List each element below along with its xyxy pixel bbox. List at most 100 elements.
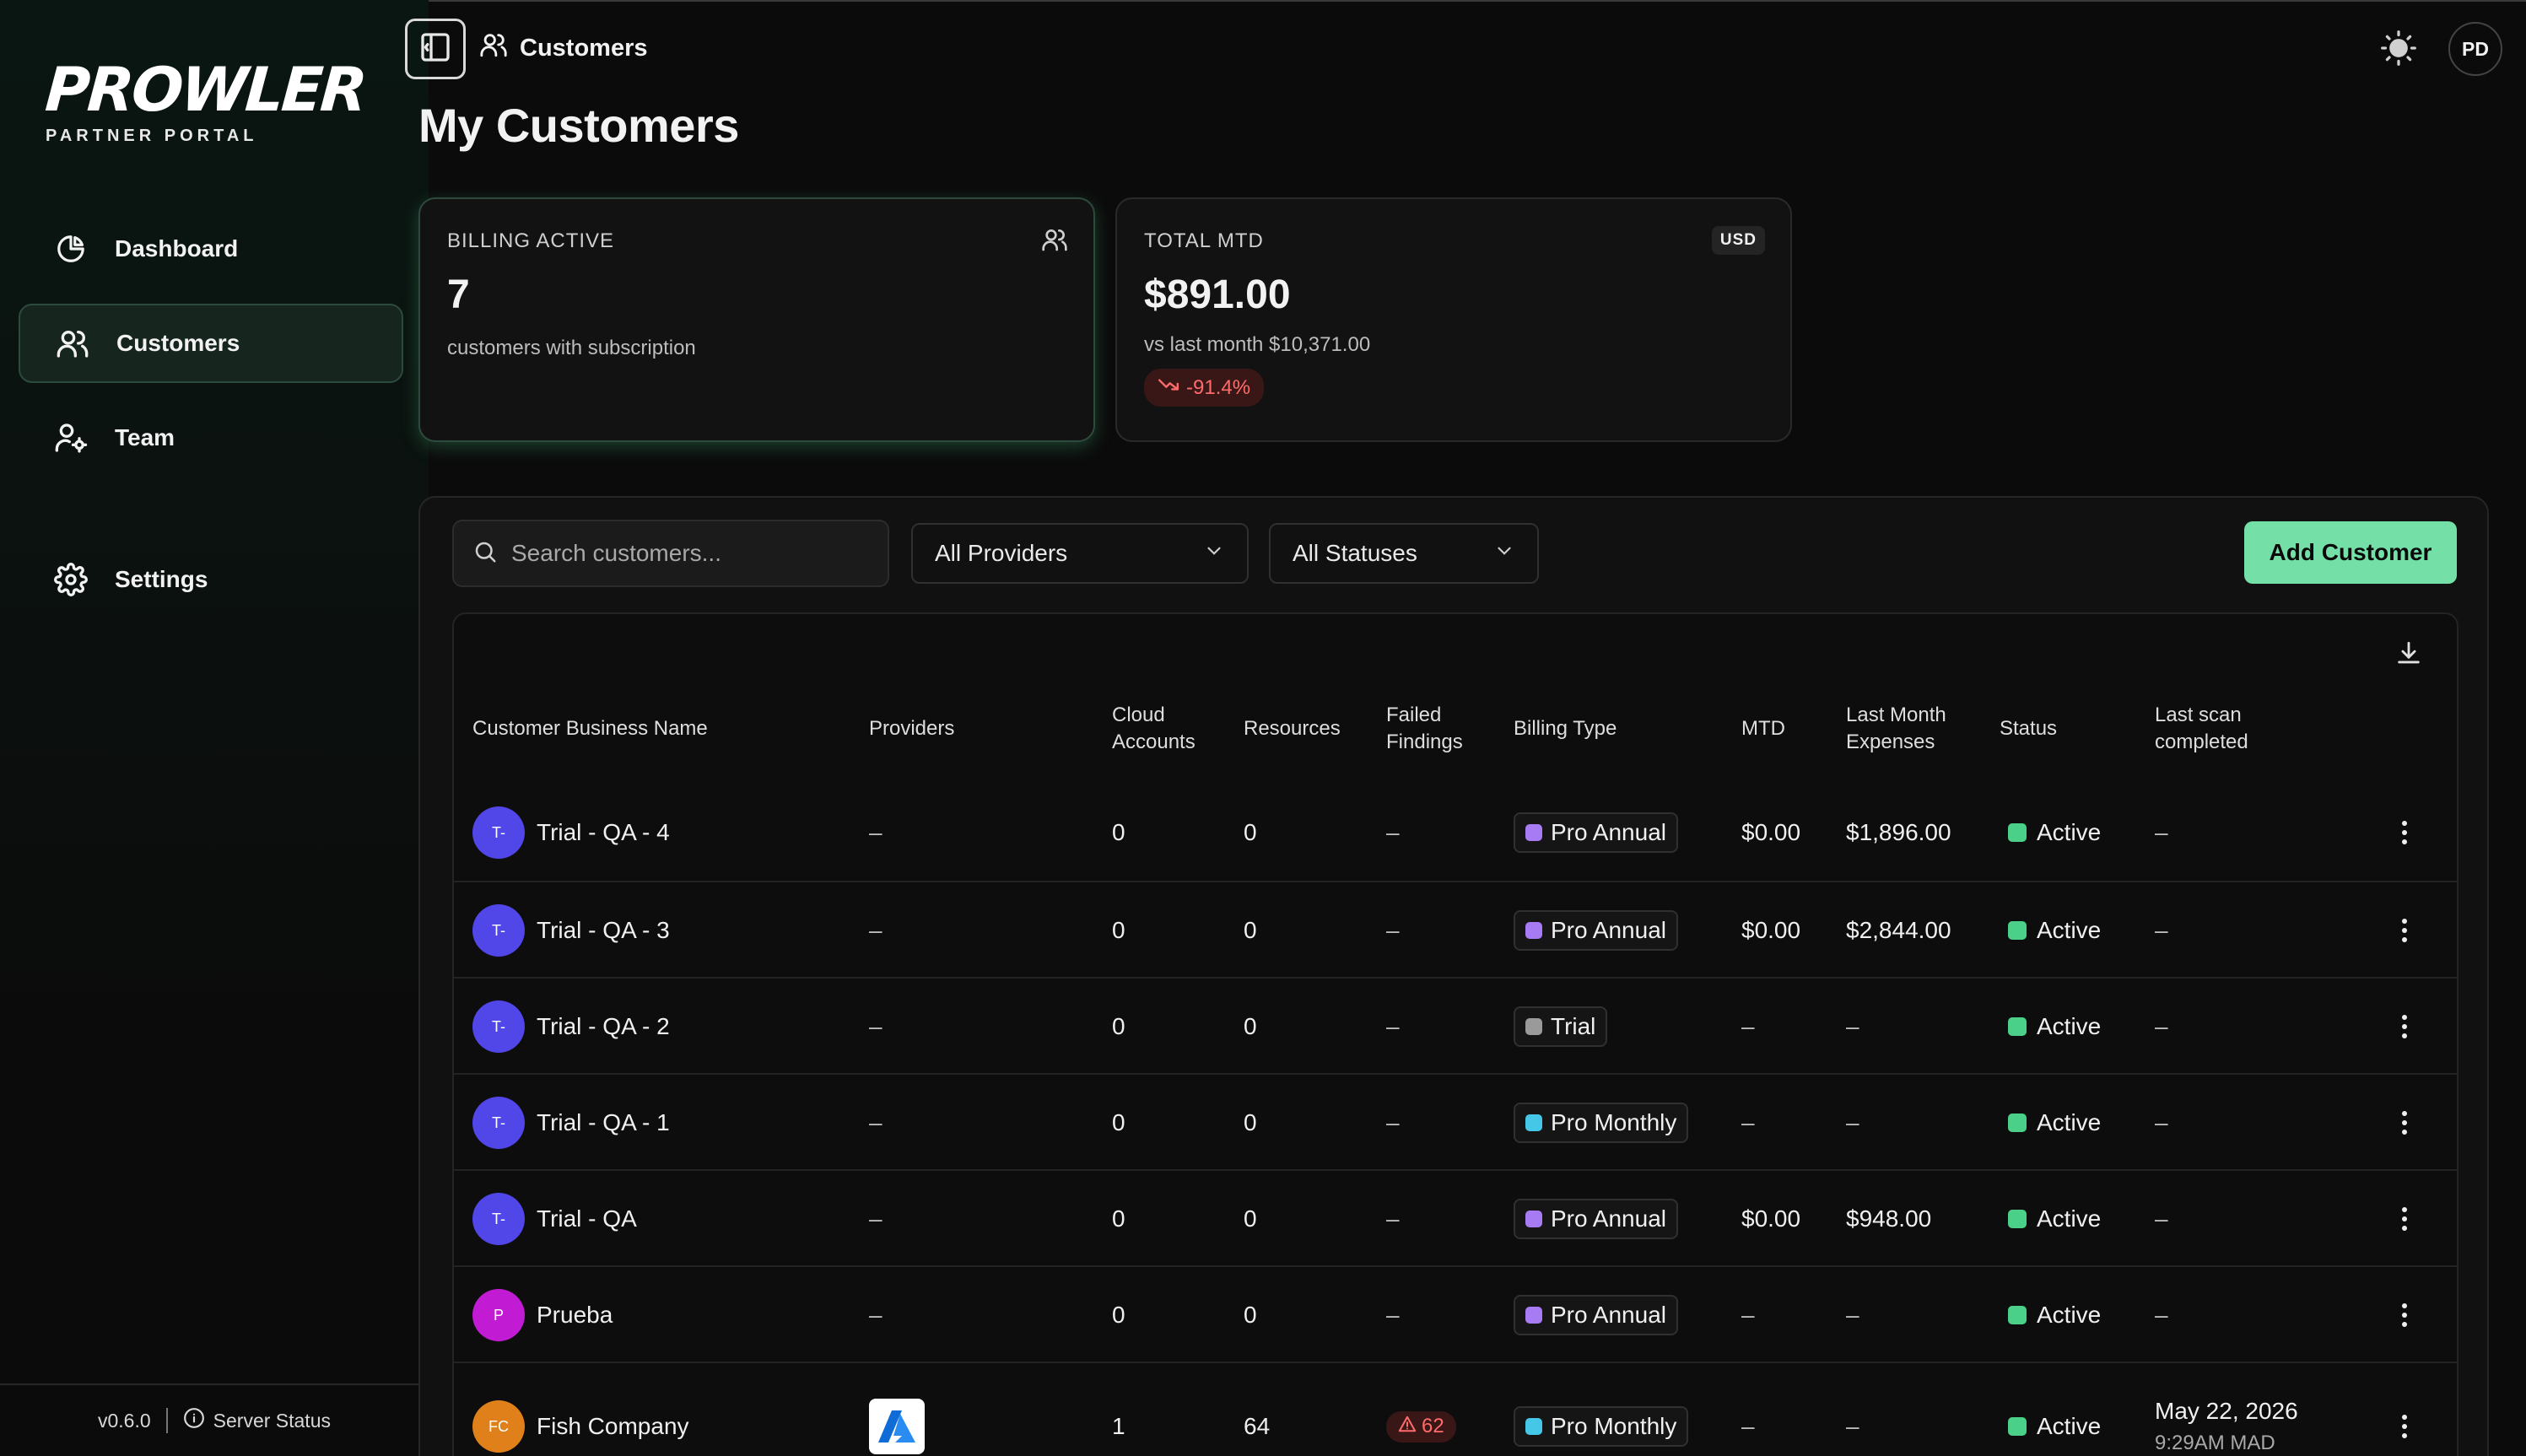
billing-color-swatch bbox=[1525, 1018, 1542, 1035]
header-resources[interactable]: Resources bbox=[1244, 717, 1341, 740]
last-scan-cell: – bbox=[2155, 1013, 2168, 1039]
add-customer-button[interactable]: Add Customer bbox=[2244, 521, 2457, 584]
cloud-accounts-cell: 0 bbox=[1112, 1013, 1125, 1039]
header-billing-type[interactable]: Billing Type bbox=[1514, 717, 1617, 740]
sidebar-item-team[interactable]: Team bbox=[19, 398, 403, 477]
card-value: 7 bbox=[447, 272, 470, 317]
customer-name[interactable]: Prueba bbox=[537, 1302, 613, 1328]
user-avatar[interactable]: PD bbox=[2448, 22, 2502, 76]
cloud-accounts-cell: 0 bbox=[1112, 917, 1125, 943]
last-month-cell: – bbox=[1846, 1013, 1859, 1039]
more-vertical-icon[interactable] bbox=[2388, 1410, 2421, 1443]
failed-findings-cell: – bbox=[1386, 1013, 1400, 1039]
theme-toggle-button[interactable] bbox=[2378, 29, 2420, 71]
table-row[interactable]: P Prueba – 0 0 – Pro Annual – – Active – bbox=[454, 1265, 2457, 1363]
mtd-cell: – bbox=[1741, 1013, 1755, 1039]
customer-name-cell: T- Trial - QA - 2 bbox=[472, 979, 670, 1075]
sidebar-item-label: Customers bbox=[116, 330, 240, 356]
azure-logo-icon[interactable] bbox=[869, 1399, 925, 1454]
status-indicator bbox=[2008, 1210, 2027, 1228]
providers-filter-value: All Providers bbox=[935, 540, 1068, 566]
sidebar-item-label: Dashboard bbox=[115, 235, 239, 262]
card-label: TOTAL MTD bbox=[1144, 229, 1264, 252]
currency-badge: USD bbox=[1711, 226, 1765, 255]
findings-badge[interactable]: 62 bbox=[1386, 1410, 1456, 1443]
providers-cell: – bbox=[869, 1302, 882, 1328]
row-actions[interactable] bbox=[2388, 1267, 2421, 1363]
header-last-scan[interactable]: Last scan completed bbox=[2155, 702, 2248, 756]
resources-cell: 0 bbox=[1244, 1205, 1257, 1232]
row-actions[interactable] bbox=[2388, 1171, 2421, 1267]
header-status[interactable]: Status bbox=[2000, 717, 2058, 740]
billing-color-swatch bbox=[1525, 1418, 1542, 1435]
sidebar-toggle-button[interactable] bbox=[405, 19, 466, 79]
card-subtitle: customers with subscription bbox=[447, 337, 696, 359]
resources-cell: 64 bbox=[1244, 1413, 1271, 1439]
breadcrumb-current[interactable]: Customers bbox=[520, 34, 648, 62]
status-label: Active bbox=[2037, 1413, 2102, 1439]
table-row[interactable]: T- Trial - QA - 3 – 0 0 – Pro Annual $0.… bbox=[454, 881, 2457, 979]
statuses-filter[interactable]: All Statuses bbox=[1269, 523, 1539, 584]
brand-logo[interactable]: PROWLER PARTNER PORTAL bbox=[43, 54, 368, 146]
billing-badge: Trial bbox=[1514, 1006, 1608, 1047]
more-vertical-icon[interactable] bbox=[2388, 1010, 2421, 1043]
pie-chart-icon bbox=[52, 230, 89, 267]
row-actions[interactable] bbox=[2388, 1363, 2421, 1456]
failed-findings-cell: – bbox=[1386, 1302, 1400, 1328]
customer-name-cell: FC Fish Company bbox=[472, 1363, 689, 1456]
search-box[interactable] bbox=[452, 520, 889, 587]
row-actions[interactable] bbox=[2388, 1075, 2421, 1171]
header-customer-name[interactable]: Customer Business Name bbox=[472, 717, 708, 740]
status-cell: Active bbox=[2008, 882, 2101, 979]
table-row[interactable]: T- Trial - QA - 2 – 0 0 – Trial – – Acti… bbox=[454, 977, 2457, 1075]
row-actions[interactable] bbox=[2388, 979, 2421, 1075]
cloud-accounts-cell: 0 bbox=[1112, 1302, 1125, 1328]
sidebar-item-customers[interactable]: Customers bbox=[19, 304, 403, 383]
header-last-month-expenses[interactable]: Last Month Expenses bbox=[1846, 702, 1946, 756]
header-line: Expenses bbox=[1846, 731, 1935, 753]
providers-cell: – bbox=[869, 1205, 882, 1232]
download-icon[interactable] bbox=[2394, 639, 2423, 672]
more-vertical-icon[interactable] bbox=[2388, 914, 2421, 947]
table-row[interactable]: T- Trial - QA - 4 – 0 0 – Pro Annual $0.… bbox=[454, 785, 2457, 881]
more-vertical-icon[interactable] bbox=[2388, 816, 2421, 849]
sidebar-item-dashboard[interactable]: Dashboard bbox=[19, 209, 403, 289]
status-cell: Active bbox=[2008, 1363, 2101, 1456]
brand-name: PROWLER bbox=[43, 54, 368, 125]
billing-color-swatch bbox=[1525, 1114, 1542, 1131]
table-row[interactable]: T- Trial - QA – 0 0 – Pro Annual $0.00 $… bbox=[454, 1169, 2457, 1267]
more-vertical-icon[interactable] bbox=[2388, 1106, 2421, 1140]
customer-avatar: T- bbox=[472, 1097, 525, 1149]
row-actions[interactable] bbox=[2388, 882, 2421, 979]
header-cloud-accounts[interactable]: Cloud Accounts bbox=[1112, 702, 1196, 756]
customer-name[interactable]: Fish Company bbox=[537, 1413, 689, 1439]
header-providers[interactable]: Providers bbox=[869, 717, 955, 740]
billing-label: Pro Annual bbox=[1551, 917, 1666, 943]
customer-name[interactable]: Trial - QA - 1 bbox=[537, 1109, 670, 1135]
header-failed-findings[interactable]: Failed Findings bbox=[1386, 702, 1463, 756]
customer-name[interactable]: Trial - QA - 2 bbox=[537, 1013, 670, 1039]
more-vertical-icon[interactable] bbox=[2388, 1202, 2421, 1236]
customer-name[interactable]: Trial - QA - 3 bbox=[537, 917, 670, 943]
status-label: Active bbox=[2037, 1013, 2102, 1039]
sidebar-item-settings[interactable]: Settings bbox=[19, 540, 403, 619]
server-status-link[interactable]: Server Status bbox=[183, 1407, 331, 1434]
card-value: $891.00 bbox=[1144, 272, 1291, 317]
customer-name-cell: T- Trial - QA - 4 bbox=[472, 785, 670, 881]
mtd-cell: $0.00 bbox=[1741, 917, 1801, 943]
search-input[interactable] bbox=[511, 540, 866, 567]
more-vertical-icon[interactable] bbox=[2388, 1298, 2421, 1332]
customer-name[interactable]: Trial - QA bbox=[537, 1205, 637, 1232]
providers-filter[interactable]: All Providers bbox=[911, 523, 1249, 584]
resources-cell: 0 bbox=[1244, 819, 1257, 845]
failed-findings-cell: – bbox=[1386, 1205, 1400, 1232]
server-status-label: Server Status bbox=[213, 1409, 331, 1432]
header-mtd[interactable]: MTD bbox=[1741, 717, 1785, 740]
table-row[interactable]: FC Fish Company 1 64 62 Pro Monthly – – bbox=[454, 1362, 2457, 1456]
header-line: Failed bbox=[1386, 704, 1442, 726]
billing-color-swatch bbox=[1525, 1211, 1542, 1227]
row-actions[interactable] bbox=[2388, 785, 2421, 881]
billing-type-cell: Pro Monthly bbox=[1514, 1363, 1689, 1456]
table-row[interactable]: T- Trial - QA - 1 – 0 0 – Pro Monthly – … bbox=[454, 1073, 2457, 1171]
customer-name[interactable]: Trial - QA - 4 bbox=[537, 819, 670, 845]
